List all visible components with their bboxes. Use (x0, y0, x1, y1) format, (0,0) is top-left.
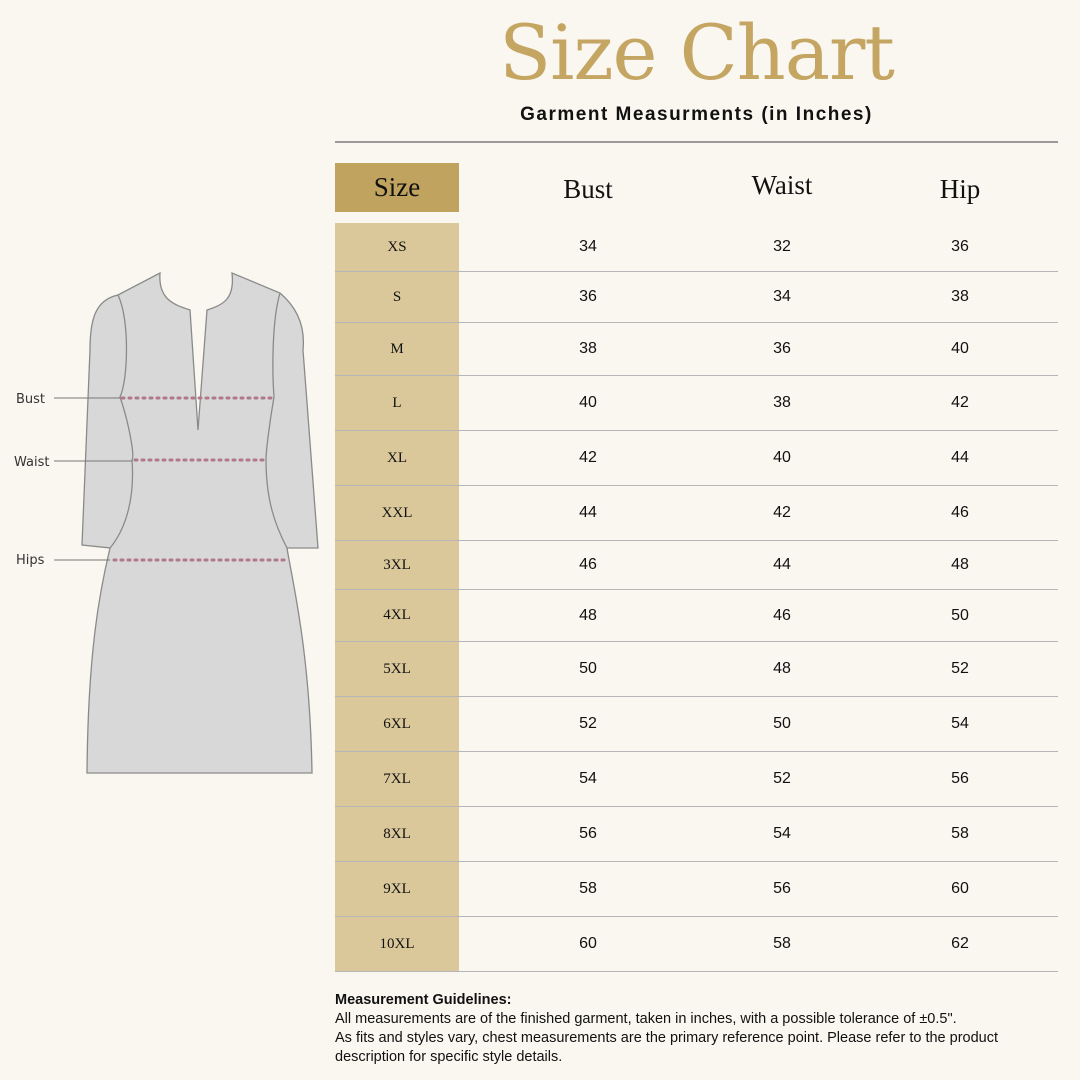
cell-waist: 44 (773, 556, 791, 573)
table-row: XS 34 32 36 (335, 223, 1058, 272)
cell-waist: 40 (773, 449, 791, 466)
cell-waist: 32 (773, 238, 791, 255)
measurement-guidelines: Measurement Guidelines: All measurements… (335, 991, 1060, 1067)
cell-bust: 50 (579, 660, 597, 677)
header-size: Size (335, 163, 459, 212)
bust-label: Bust (16, 392, 45, 407)
cell-hip: 62 (951, 935, 969, 952)
table-row: 7XL 54 52 56 (335, 752, 1058, 807)
cell-hip: 44 (951, 449, 969, 466)
cell-waist: 52 (773, 770, 791, 787)
cell-size: 3XL (383, 556, 411, 573)
guidelines-line-2: As fits and styles vary, chest measureme… (335, 1030, 999, 1065)
table-row: 6XL 52 50 54 (335, 697, 1058, 752)
cell-size: XL (387, 449, 407, 466)
table-row: 4XL 48 46 50 (335, 590, 1058, 642)
guidelines-heading: Measurement Guidelines: (335, 992, 512, 1008)
divider (335, 141, 1058, 143)
cell-bust: 42 (579, 449, 597, 466)
garment-diagram: Bust Waist Hips (14, 271, 319, 774)
cell-bust: 36 (579, 288, 597, 305)
cell-waist: 58 (773, 935, 791, 952)
cell-size: 9XL (383, 880, 411, 897)
table-row: S 36 34 38 (335, 272, 1058, 323)
cell-size: L (392, 394, 402, 411)
cell-hip: 50 (951, 606, 969, 624)
cell-bust: 58 (579, 880, 597, 897)
cell-bust: 56 (579, 825, 597, 842)
table-row: 9XL 58 56 60 (335, 862, 1058, 917)
cell-bust: 54 (579, 770, 597, 787)
cell-waist: 34 (773, 288, 791, 305)
cell-hip: 36 (951, 238, 969, 255)
cell-bust: 60 (579, 935, 597, 952)
waist-label: Waist (14, 455, 49, 470)
cell-hip: 46 (951, 504, 969, 521)
cell-bust: 40 (579, 394, 597, 411)
cell-size: 4XL (383, 607, 411, 623)
cell-hip: 60 (951, 880, 969, 897)
cell-waist: 46 (773, 606, 791, 624)
table-row: XXL 44 42 46 (335, 486, 1058, 541)
table-row: 8XL 56 54 58 (335, 807, 1058, 862)
header-waist: Waist (751, 170, 813, 200)
cell-size: 5XL (383, 660, 411, 677)
cell-hip: 38 (951, 288, 969, 305)
cell-size: M (390, 340, 404, 357)
cell-hip: 56 (951, 770, 969, 787)
page-title: Size Chart (499, 8, 895, 97)
cell-waist: 38 (773, 394, 791, 411)
subtitle: Garment Measurments (in Inches) (520, 104, 873, 125)
cell-size: XS (387, 238, 407, 255)
cell-size: XXL (381, 504, 413, 521)
cell-waist: 36 (773, 340, 791, 357)
cell-hip: 48 (951, 556, 969, 573)
cell-size: 10XL (379, 935, 415, 952)
cell-hip: 42 (951, 394, 969, 411)
cell-hip: 52 (951, 660, 969, 677)
kurta-illustration (81, 271, 319, 774)
cell-hip: 54 (951, 715, 969, 732)
cell-waist: 50 (773, 715, 791, 732)
cell-waist: 56 (773, 880, 791, 897)
cell-waist: 48 (773, 660, 791, 677)
cell-bust: 48 (579, 606, 597, 624)
cell-size: S (392, 288, 402, 305)
header-bust: Bust (563, 174, 613, 204)
cell-bust: 34 (579, 238, 597, 255)
cell-waist: 42 (773, 504, 791, 521)
table-row: 10XL 60 58 62 (335, 917, 1058, 972)
cell-size: 7XL (383, 770, 411, 787)
cell-hip: 58 (951, 825, 969, 842)
table-row: 5XL 50 48 52 (335, 642, 1058, 697)
table-row: XL 42 40 44 (335, 431, 1058, 486)
cell-bust: 44 (579, 504, 597, 521)
cell-hip: 40 (951, 340, 969, 357)
hips-label: Hips (16, 553, 45, 568)
cell-waist: 54 (773, 825, 791, 842)
table-row: L 40 38 42 (335, 376, 1058, 431)
table-row: 3XL 46 44 48 (335, 541, 1058, 590)
cell-size: 8XL (383, 825, 411, 842)
header-hip: Hip (939, 174, 981, 204)
cell-bust: 38 (579, 340, 597, 357)
cell-bust: 52 (579, 715, 597, 732)
table-row: M 38 36 40 (335, 323, 1058, 376)
size-column-background (335, 223, 459, 972)
cell-bust: 46 (579, 556, 597, 573)
cell-size: 6XL (383, 715, 411, 732)
guidelines-line-1: All measurements are of the finished gar… (335, 1011, 957, 1027)
